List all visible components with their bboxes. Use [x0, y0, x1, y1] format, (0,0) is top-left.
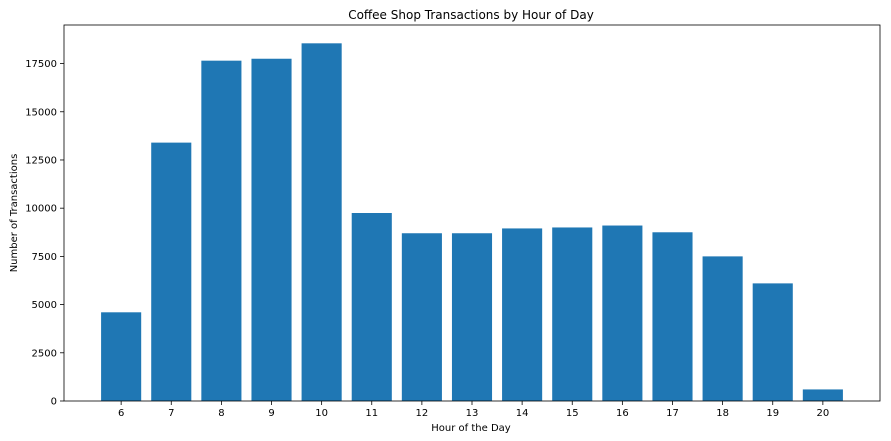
y-axis-ticks: 0 2500 5000 7500 10000 12500 15000 17500 — [25, 59, 64, 408]
x-tick-label: 11 — [365, 408, 378, 419]
y-tick-label: 17500 — [25, 59, 57, 70]
y-tick-label: 10000 — [25, 204, 57, 215]
bar-hour-20 — [802, 389, 843, 401]
bar-hour-17 — [652, 232, 693, 401]
x-tick-label: 16 — [616, 408, 629, 419]
x-tick-label: 13 — [466, 408, 479, 419]
bar-hour-7 — [151, 142, 192, 401]
x-tick-label: 15 — [566, 408, 579, 419]
y-tick-label: 15000 — [25, 107, 57, 118]
bar-hour-19 — [752, 283, 793, 401]
bar-hour-18 — [702, 256, 743, 401]
x-tick-label: 17 — [666, 408, 679, 419]
y-tick-label: 5000 — [32, 300, 57, 311]
bar-hour-14 — [502, 228, 543, 401]
y-tick-label: 12500 — [25, 155, 57, 166]
bar-hour-12 — [401, 233, 442, 401]
x-tick-label: 18 — [716, 408, 729, 419]
x-axis-label: Hour of the Day — [431, 423, 511, 434]
x-tick-label: 12 — [416, 408, 429, 419]
bar-hour-6 — [101, 312, 142, 401]
bar-hour-15 — [552, 227, 593, 401]
y-tick-label: 2500 — [32, 348, 57, 359]
x-tick-label: 9 — [268, 408, 274, 419]
y-tick-label: 7500 — [32, 252, 57, 263]
x-tick-label: 10 — [315, 408, 328, 419]
x-tick-label: 8 — [218, 408, 224, 419]
chart-title: Coffee Shop Transactions by Hour of Day — [348, 8, 594, 22]
bar-hour-16 — [602, 225, 643, 401]
bar-hour-9 — [251, 58, 292, 402]
plot-frame — [63, 24, 881, 402]
x-tick-label: 7 — [168, 408, 174, 419]
x-axis-ticks: 6 7 8 9 10 11 12 13 14 15 16 17 18 19 20 — [118, 401, 829, 419]
bar-hour-11 — [351, 213, 392, 401]
x-tick-label: 14 — [516, 408, 529, 419]
bar-hour-8 — [201, 60, 242, 402]
y-tick-label: 0 — [51, 397, 57, 408]
bar-hour-13 — [451, 233, 493, 401]
x-tick-label: 20 — [816, 408, 829, 419]
bars-group — [101, 43, 843, 402]
x-tick-label: 6 — [118, 408, 124, 419]
x-tick-label: 19 — [766, 408, 779, 419]
bar-hour-10 — [301, 43, 342, 401]
y-axis-label: Number of Transactions — [9, 154, 20, 273]
